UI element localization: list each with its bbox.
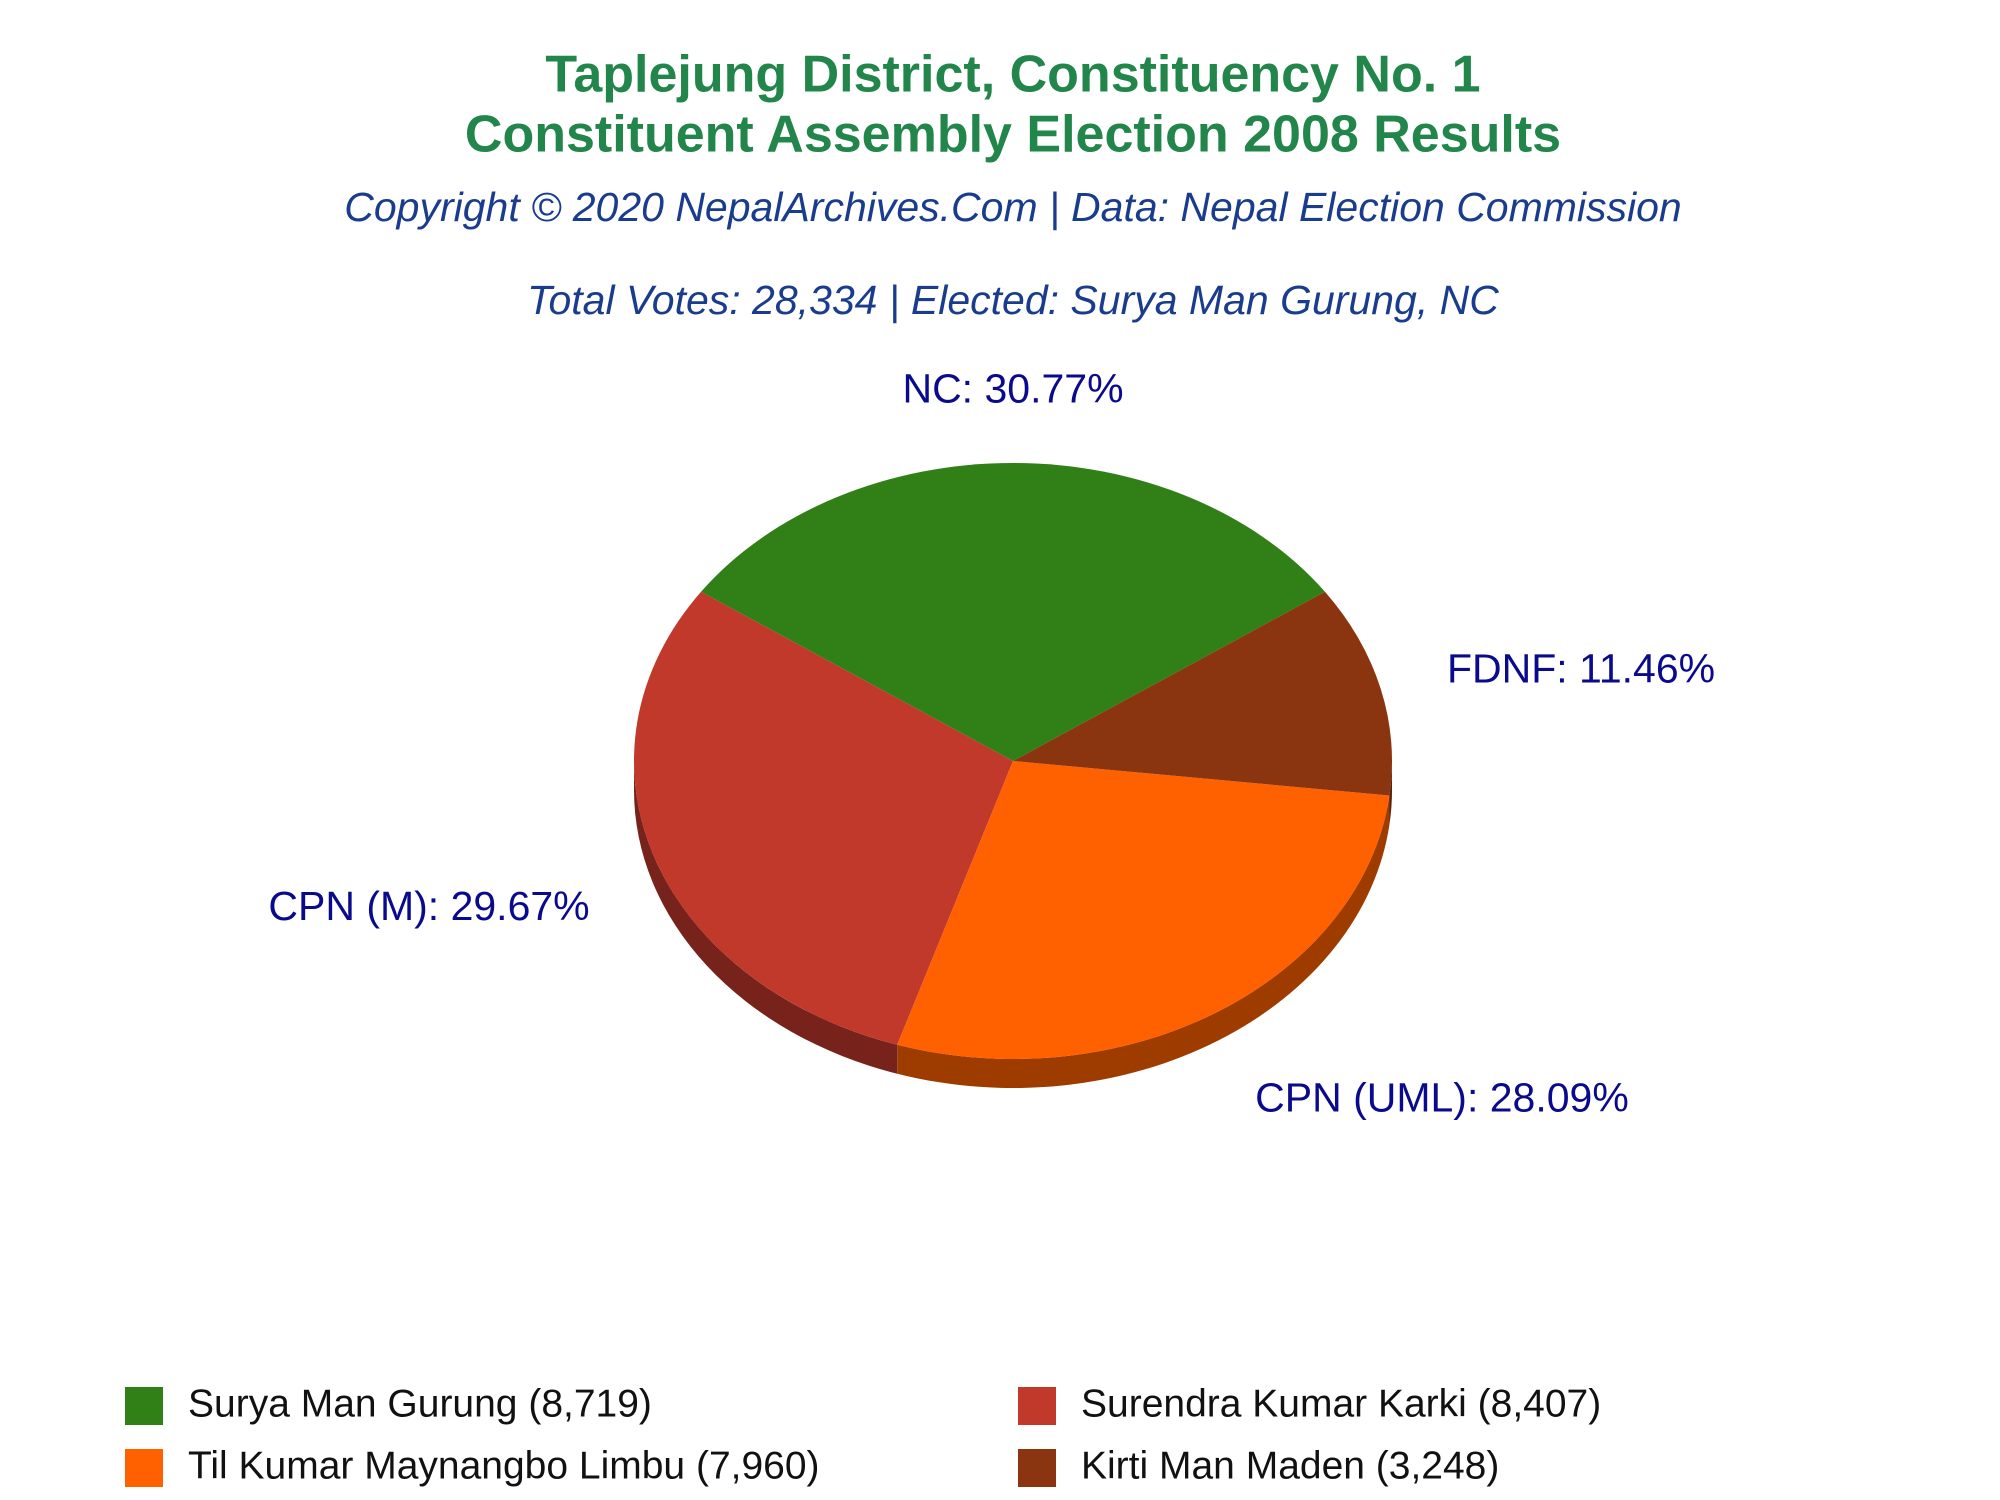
pie-slice (1013, 591, 1393, 796)
slice-side (1389, 761, 1392, 825)
chart-subtitle: Total Votes: 28,334 | Elected: Surya Man… (527, 277, 1499, 323)
chart-subtitle: Copyright © 2020 NepalArchives.Com | Dat… (344, 184, 1682, 230)
slice-label: NC: 30.77% (902, 365, 1123, 411)
legend-label: Surendra Kumar Karki (8,407) (1081, 1382, 1601, 1425)
legend-swatch (1018, 1449, 1056, 1487)
slice-label: CPN (M): 29.67% (268, 883, 589, 929)
slice-label: FDNF: 11.46% (1447, 646, 1715, 692)
pie-slice (701, 463, 1325, 761)
legend-swatch (125, 1449, 163, 1487)
pie-slice (897, 761, 1390, 1060)
slice-label: CPN (UML): 28.09% (1255, 1074, 1629, 1120)
legend-label: Surya Man Gurung (8,719) (188, 1382, 652, 1425)
legend-swatch (1018, 1387, 1056, 1425)
slice-side (633, 761, 898, 1074)
chart-title: Constituent Assembly Election 2008 Resul… (465, 106, 1561, 164)
pie-slice (633, 591, 1013, 1045)
legend-swatch (125, 1387, 163, 1425)
legend-label: Til Kumar Maynangbo Limbu (7,960) (188, 1444, 820, 1487)
legend-label: Kirti Man Maden (3,248) (1081, 1444, 1499, 1487)
chart-title: Taplejung District, Constituency No. 1 (545, 46, 1480, 104)
slice-side (897, 795, 1390, 1089)
